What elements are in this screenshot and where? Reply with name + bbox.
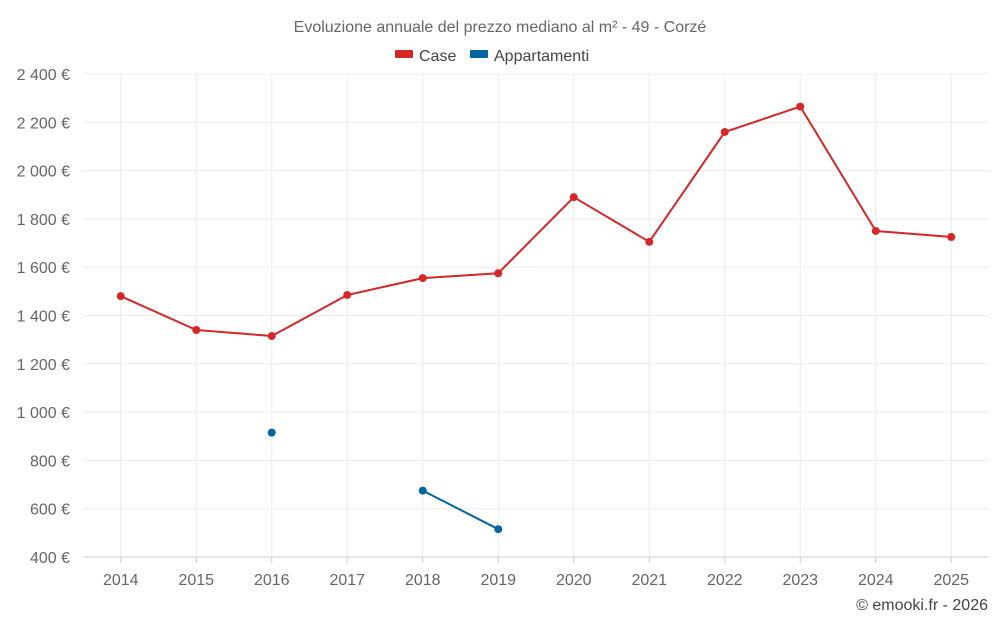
y-tick-label-800: 800 € xyxy=(30,453,70,470)
x-tick-label-2022: 2022 xyxy=(707,572,743,589)
y-tick-label-2000: 2 000 € xyxy=(17,164,70,181)
x-tick-label-2015: 2015 xyxy=(178,572,214,589)
data-point-case-2024[interactable]: Case 2024: 1750 xyxy=(871,226,880,235)
y-tick-label-1000: 1 000 € xyxy=(17,405,70,422)
x-tick-label-2025: 2025 xyxy=(933,572,969,589)
x-tick-label-2018: 2018 xyxy=(405,572,441,589)
series-line-appartamenti-1 xyxy=(422,489,499,531)
data-point-appartamenti-2016[interactable]: Appartamenti 2016: 915 xyxy=(267,428,276,437)
y-tick-label-2200: 2 200 € xyxy=(17,115,70,132)
data-point-case-2019[interactable]: Case 2019: 1575 xyxy=(494,269,503,278)
x-tick-label-2024: 2024 xyxy=(858,572,894,589)
chart-title: Evoluzione annuale del prezzo mediano al… xyxy=(294,19,707,36)
x-tick-label-2021: 2021 xyxy=(631,572,667,589)
data-point-case-2022[interactable]: Case 2022: 2160 xyxy=(720,127,729,136)
x-tick-label-2023: 2023 xyxy=(782,572,818,589)
y-tick-label-600: 600 € xyxy=(30,502,70,519)
x-tick-label-2014: 2014 xyxy=(103,572,139,589)
series-line-case-0 xyxy=(120,105,952,337)
x-axis-tick-labels: 2014 2015 2016 2017 2018 2019 2020 2021 2022 2023… xyxy=(103,572,969,589)
data-point-case-2018[interactable]: Case 2018: 1555 xyxy=(418,274,427,283)
y-tick-label-2400: 2 400 € xyxy=(17,67,70,84)
data-point-case-2025[interactable]: Case 2025: 1725 xyxy=(947,233,956,242)
gridlines xyxy=(83,73,989,557)
axes xyxy=(83,556,989,563)
x-tick-label-2020: 2020 xyxy=(556,572,592,589)
series-case: Case 2014: 1480 Case 2015: 1340 Case 2016:… xyxy=(116,102,956,341)
data-point-case-2016[interactable]: Case 2016: 1315 xyxy=(267,332,276,341)
data-point-appartamenti-2018[interactable]: Appartamenti 2018: 675 xyxy=(418,486,427,495)
data-point-case-2020[interactable]: Case 2020: 1890 xyxy=(569,193,578,202)
y-tick-label-1600: 1 600 € xyxy=(17,260,70,277)
data-point-case-2023[interactable]: Case 2023: 2265 xyxy=(796,102,805,111)
y-tick-label-1800: 1 800 € xyxy=(17,212,70,229)
data-point-appartamenti-2019[interactable]: Appartamenti 2019: 515 xyxy=(494,525,503,534)
legend: Case Appartamenti xyxy=(395,48,589,65)
legend-label-appartamenti[interactable]: Appartamenti xyxy=(494,48,589,65)
data-series: Case 2014: 1480 Case 2015: 1340 Case 2016:… xyxy=(116,102,956,534)
legend-label-case[interactable]: Case xyxy=(419,48,456,65)
legend-swatch-case xyxy=(395,50,413,58)
credit-text: © emooki.fr - 2026 xyxy=(856,597,988,614)
data-point-case-2021[interactable]: Case 2021: 1705 xyxy=(645,237,654,246)
y-axis-tick-labels: 400 € 600 € 800 € 1 000 € 1 200 € 1 400 € 1 60… xyxy=(17,67,70,567)
x-tick-label-2016: 2016 xyxy=(254,572,290,589)
y-tick-label-400: 400 € xyxy=(30,550,70,567)
x-tick-label-2019: 2019 xyxy=(480,572,516,589)
data-point-case-2014[interactable]: Case 2014: 1480 xyxy=(116,292,125,301)
x-tick-label-2017: 2017 xyxy=(329,572,365,589)
legend-swatch-appartamenti xyxy=(470,50,488,58)
y-tick-label-1400: 1 400 € xyxy=(17,309,70,326)
data-point-case-2017[interactable]: Case 2017: 1485 xyxy=(343,290,352,299)
y-tick-label-1200: 1 200 € xyxy=(17,357,70,374)
series-appartamenti: Appartamenti 2016: 915 Appartamenti 2018:… xyxy=(267,428,503,534)
data-point-case-2015[interactable]: Case 2015: 1340 xyxy=(192,325,201,334)
